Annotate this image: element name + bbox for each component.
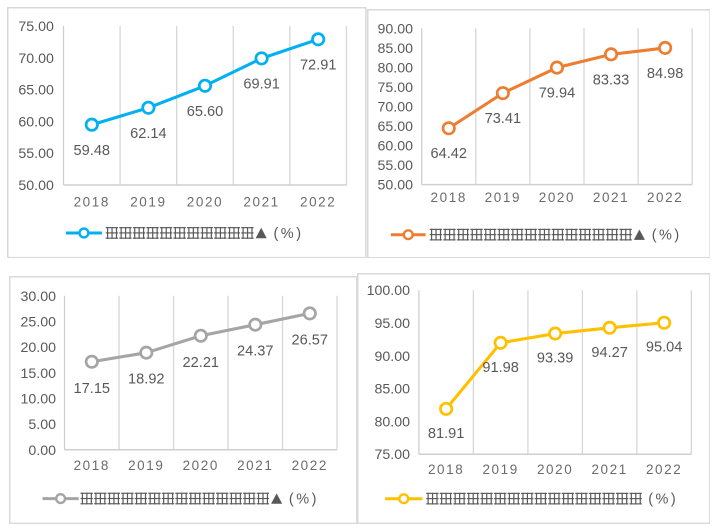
svg-text:(%): (%) [648, 492, 678, 508]
svg-text:85.00: 85.00 [377, 41, 413, 57]
svg-text:18.92: 18.92 [128, 372, 164, 388]
svg-text:20.00: 20.00 [21, 340, 57, 356]
svg-text:81.91: 81.91 [428, 426, 464, 442]
svg-text:2018: 2018 [430, 190, 466, 205]
svg-text:83.33: 83.33 [592, 72, 628, 88]
svg-text:93.39: 93.39 [537, 351, 573, 367]
svg-text:100.00: 100.00 [366, 283, 410, 299]
svg-text:90.00: 90.00 [374, 349, 410, 365]
svg-text:75.00: 75.00 [377, 80, 413, 96]
svg-text:2020: 2020 [183, 458, 219, 473]
svg-text:2019: 2019 [484, 190, 520, 205]
svg-text:94.27: 94.27 [591, 345, 627, 361]
svg-text:2018: 2018 [74, 458, 110, 473]
svg-text:75.00: 75.00 [18, 19, 54, 35]
svg-text:50.00: 50.00 [377, 177, 413, 193]
svg-text:10.00: 10.00 [21, 392, 57, 408]
svg-text:2021: 2021 [243, 194, 279, 209]
svg-text:(%): (%) [651, 228, 681, 244]
svg-text:70.00: 70.00 [377, 99, 413, 115]
svg-text:25.00: 25.00 [21, 315, 57, 331]
svg-text:2019: 2019 [128, 458, 164, 473]
svg-text:79.94: 79.94 [538, 86, 574, 102]
svg-text:80.00: 80.00 [377, 60, 413, 76]
svg-text:0.00: 0.00 [29, 443, 57, 459]
svg-text:65.60: 65.60 [187, 104, 223, 120]
svg-text:84.98: 84.98 [646, 66, 682, 82]
svg-text:2021: 2021 [237, 458, 273, 473]
svg-text:75.00: 75.00 [374, 447, 410, 463]
svg-text:5.00: 5.00 [29, 417, 57, 433]
svg-text:2020: 2020 [537, 462, 573, 477]
svg-text:2022: 2022 [292, 458, 328, 473]
svg-text:2019: 2019 [482, 462, 518, 477]
svg-text:30.00: 30.00 [21, 289, 57, 305]
svg-text:50.00: 50.00 [18, 178, 54, 194]
svg-text:62.14: 62.14 [130, 126, 166, 142]
svg-text:70.00: 70.00 [18, 51, 54, 67]
svg-text:26.57: 26.57 [292, 333, 328, 349]
svg-text:65.00: 65.00 [377, 119, 413, 135]
svg-text:15.00: 15.00 [21, 366, 57, 382]
svg-text:2018: 2018 [74, 194, 110, 209]
svg-text:22.21: 22.21 [183, 355, 219, 371]
svg-text:17.15: 17.15 [74, 381, 110, 397]
svg-text:64.42: 64.42 [430, 146, 466, 162]
svg-text:69.91: 69.91 [243, 77, 279, 93]
svg-text:2022: 2022 [646, 462, 682, 477]
svg-text:2020: 2020 [187, 194, 223, 209]
svg-text:73.41: 73.41 [484, 111, 520, 127]
svg-text:(%): (%) [289, 492, 319, 508]
svg-text:55.00: 55.00 [377, 158, 413, 174]
svg-text:95.00: 95.00 [374, 316, 410, 332]
svg-text:2022: 2022 [647, 190, 683, 205]
svg-text:2021: 2021 [592, 190, 628, 205]
svg-text:2018: 2018 [428, 462, 464, 477]
svg-text:2022: 2022 [300, 194, 336, 209]
svg-text:85.00: 85.00 [374, 382, 410, 398]
svg-text:60.00: 60.00 [377, 138, 413, 154]
svg-text:2020: 2020 [538, 190, 574, 205]
svg-text:91.98: 91.98 [482, 360, 518, 376]
svg-text:72.91: 72.91 [300, 58, 336, 74]
svg-text:95.04: 95.04 [646, 340, 682, 356]
svg-text:65.00: 65.00 [18, 83, 54, 99]
svg-text:90.00: 90.00 [377, 21, 413, 37]
svg-text:80.00: 80.00 [374, 415, 410, 431]
svg-text:55.00: 55.00 [18, 146, 54, 162]
svg-text:(%): (%) [273, 226, 303, 242]
svg-text:59.48: 59.48 [74, 143, 110, 159]
svg-text:24.37: 24.37 [237, 344, 273, 360]
svg-text:60.00: 60.00 [18, 114, 54, 130]
svg-text:2021: 2021 [591, 462, 627, 477]
svg-text:2019: 2019 [130, 194, 166, 209]
